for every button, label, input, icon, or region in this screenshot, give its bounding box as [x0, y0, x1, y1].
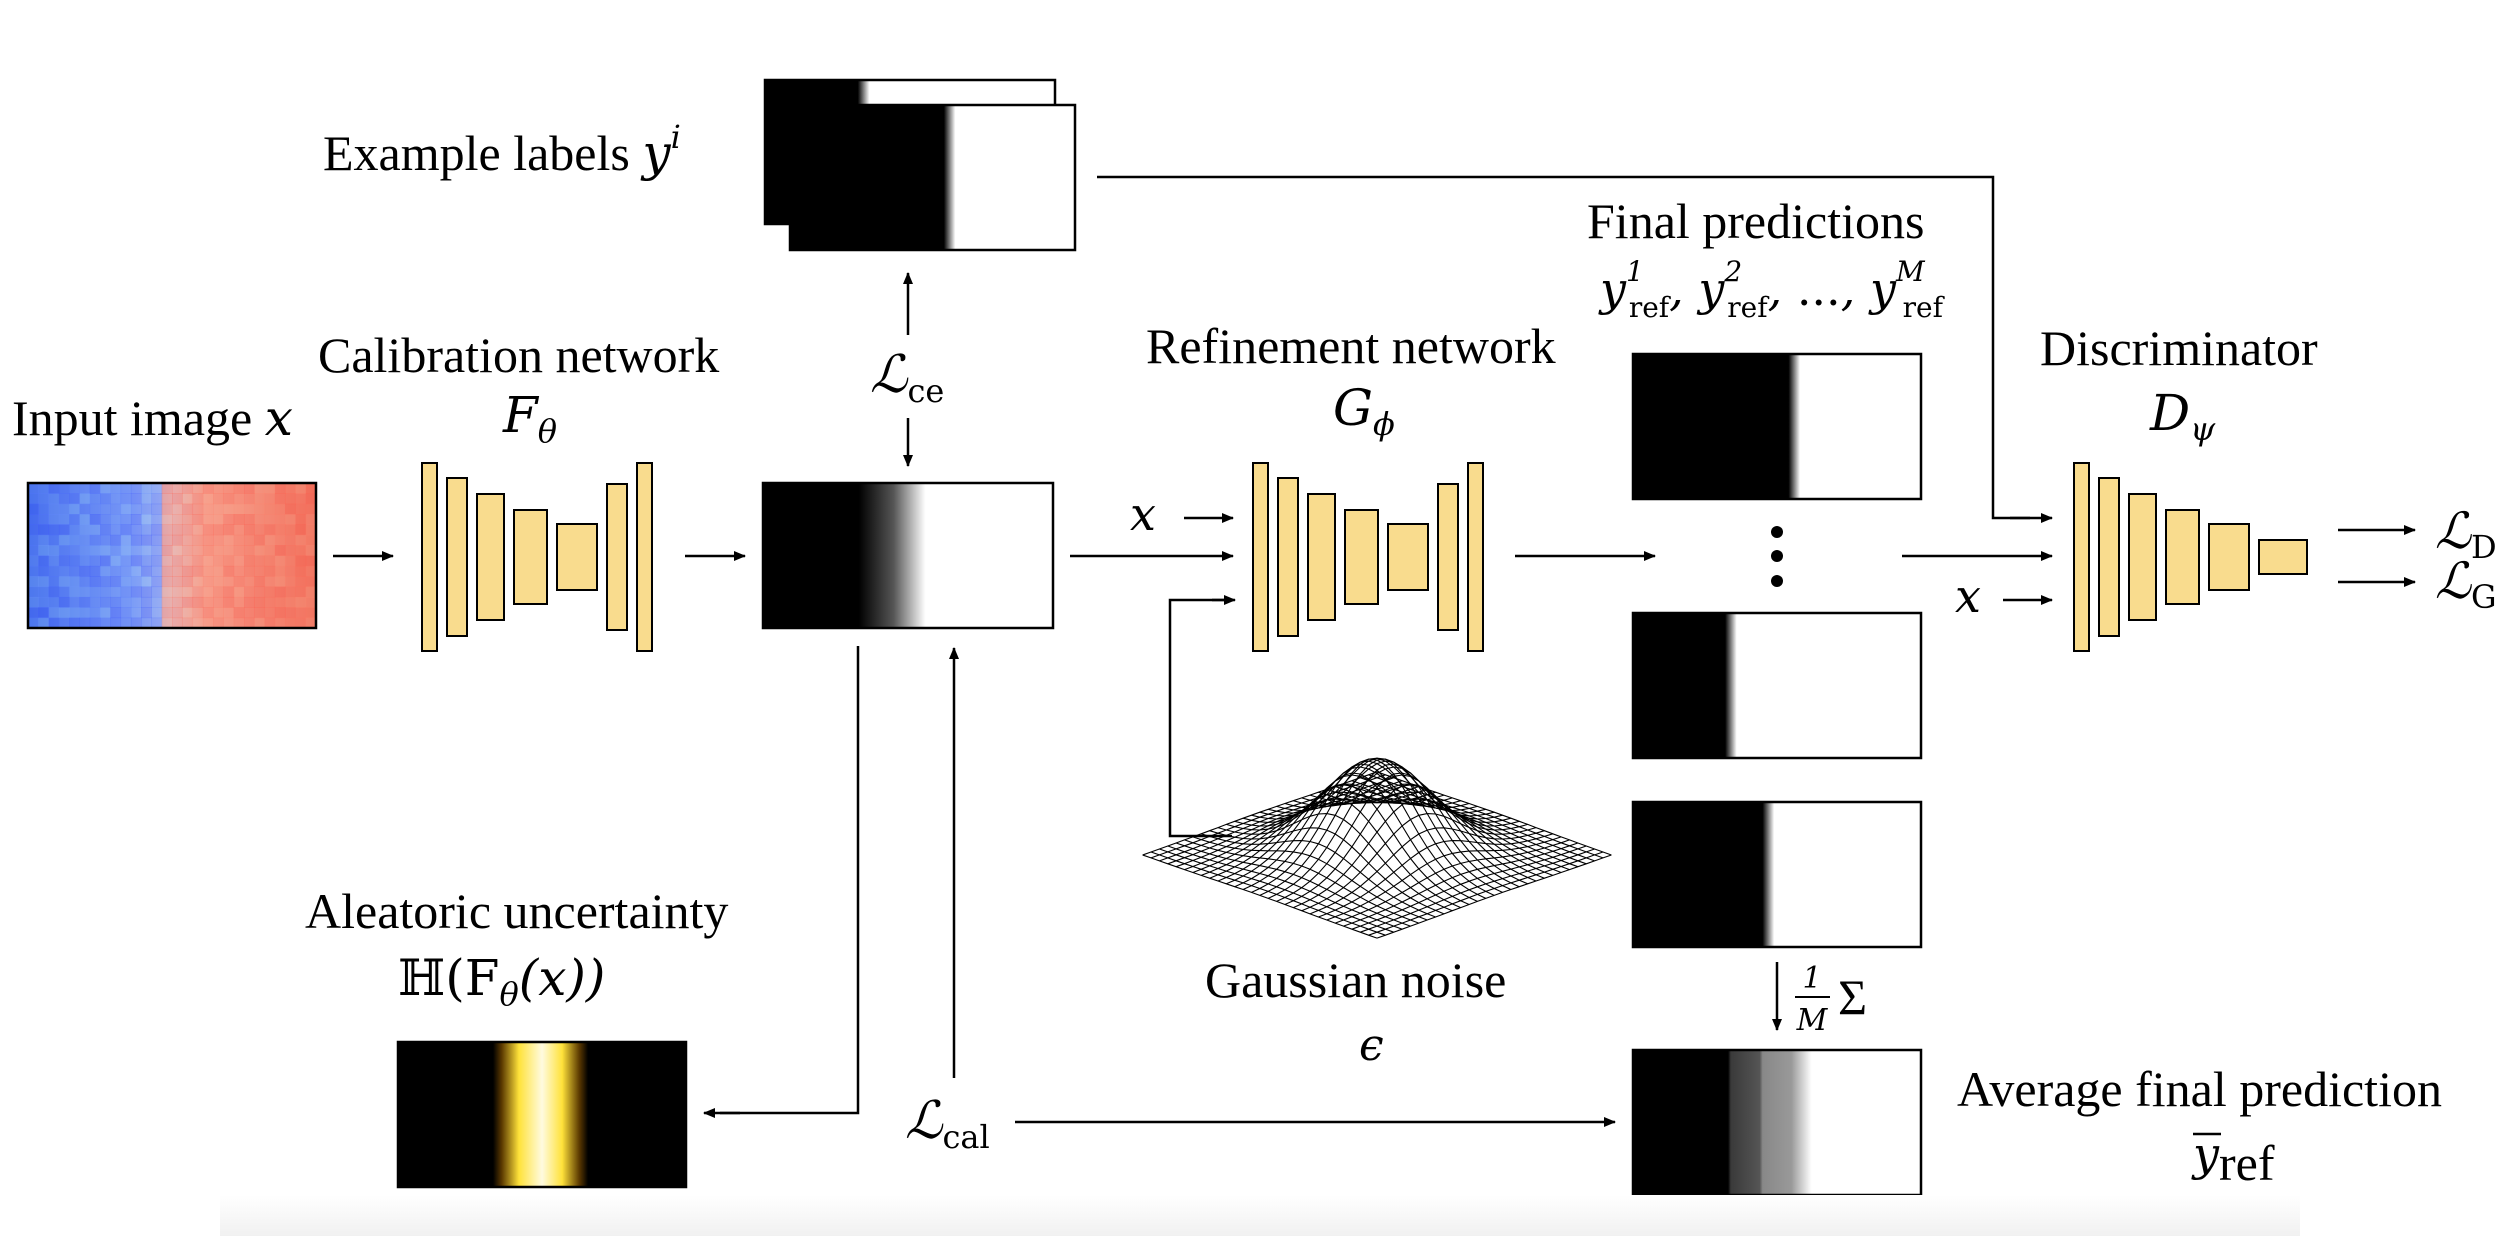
calibration-network	[421, 462, 653, 652]
discriminator-network	[2073, 462, 2308, 652]
loss-d-label: ℒD	[2435, 502, 2497, 566]
average-final-prediction-symbol: y ref	[2191, 1127, 2275, 1191]
aleatoric-uncertainty-formula: ℍ(Fθ(x))	[398, 949, 605, 1013]
final-prediction-2	[1631, 611, 1923, 760]
loss-ce-label: ℒce	[870, 345, 944, 410]
final-prediction-m	[1631, 800, 1923, 949]
average-final-prediction-map	[1631, 1048, 1923, 1197]
loss-g-label: ℒG	[2435, 552, 2497, 616]
calibration-network-symbol: Fθ	[502, 386, 557, 450]
discriminator-symbol: Dψ	[2149, 384, 2216, 448]
average-final-prediction-label: Average final prediction	[1957, 1061, 2442, 1117]
calibration-output-map	[761, 481, 1055, 630]
noise-feedback-path	[1168, 598, 1233, 838]
aleatoric-uncertainty-label: Aleatoric uncertainty	[305, 883, 728, 939]
svg-text:ref: ref	[2219, 1135, 2275, 1191]
final-predictions-label: Final predictions	[1587, 193, 1924, 249]
average-operator: 1 M Σ	[1795, 961, 1867, 1038]
gaussian-noise-symbol: ϵ	[1359, 1020, 1384, 1071]
refinement-network-symbol: Gϕ	[1333, 379, 1395, 443]
final-predictions-formula: y1 ref, y2 ref, ..., yM ref	[1598, 255, 1946, 324]
refinement-network	[1252, 462, 1484, 652]
gaussian-noise-label: Gaussian noise	[1205, 952, 1506, 1008]
calibration-network-label: Calibration network	[318, 327, 719, 383]
svg-text:Σ: Σ	[1838, 969, 1867, 1025]
svg-text:1: 1	[1802, 961, 1821, 996]
x-input-refinement: x	[1130, 487, 1156, 541]
x-input-discriminator: x	[1955, 569, 1981, 623]
bottom-shadow	[220, 1195, 2300, 1236]
gaussian-noise-surface	[1142, 757, 1612, 939]
svg-text:M: M	[1796, 1003, 1829, 1038]
output-to-uncertainty-path	[720, 646, 860, 1115]
final-prediction-1	[1631, 352, 1923, 501]
input-image	[26, 481, 318, 630]
svg-text:y: y	[2191, 1127, 2220, 1181]
refinement-network-label: Refinement network	[1146, 318, 1556, 374]
loss-cal-label: ℒcal	[905, 1091, 990, 1156]
aleatoric-uncertainty-map	[396, 1040, 688, 1189]
example-labels-stack	[763, 78, 1077, 252]
example-labels-label: Example labels yi	[323, 118, 681, 182]
ellipsis-dots	[1771, 526, 1783, 587]
discriminator-label: Discriminator	[2040, 320, 2318, 376]
input-image-label: Input image x	[12, 389, 293, 447]
